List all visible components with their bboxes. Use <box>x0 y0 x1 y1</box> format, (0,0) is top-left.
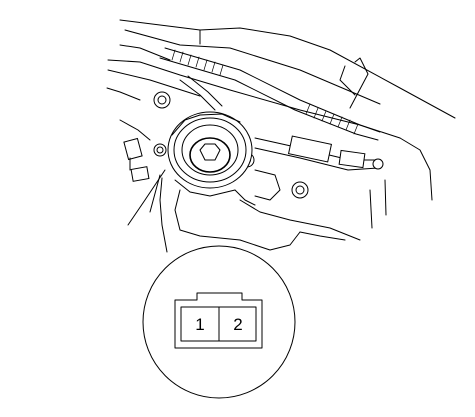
callout-leader-line <box>159 177 168 253</box>
connector-face: 1 2 <box>174 292 263 349</box>
motor-connector-plug <box>119 119 151 182</box>
bolt-icon <box>291 181 309 199</box>
wiper-motor <box>167 111 281 206</box>
bolt-icon <box>153 143 167 157</box>
pin-2-label: 2 <box>233 315 242 334</box>
pin-1-label: 1 <box>195 315 204 334</box>
connector-callout: 1 2 <box>142 245 296 399</box>
bolt-icon <box>153 91 171 109</box>
linkage-arm <box>179 75 384 171</box>
wiring-harness <box>159 47 381 141</box>
body-panel-lines <box>106 19 456 251</box>
